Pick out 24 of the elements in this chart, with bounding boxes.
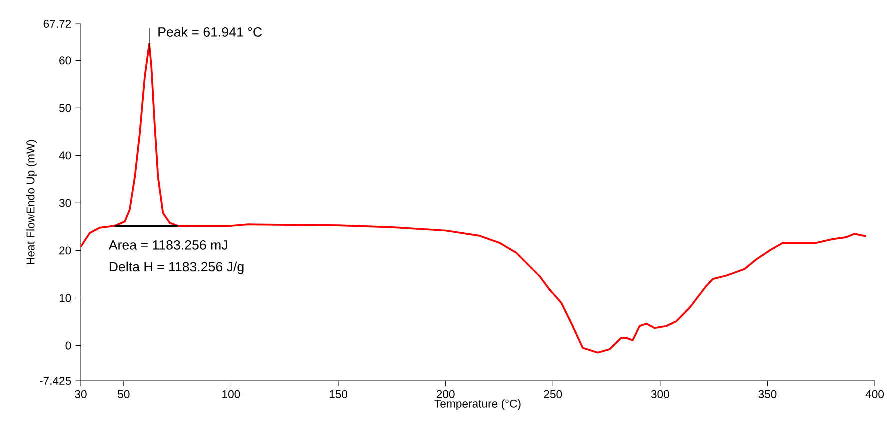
x-tick-label: 250 (544, 390, 562, 398)
x-tick-label: 100 (222, 390, 240, 398)
y-tick-label: 50 (59, 104, 72, 112)
x-tick-label: 400 (866, 390, 884, 398)
y-tick-label: -7.425 (40, 376, 72, 386)
x-tick-label: 300 (651, 390, 670, 398)
x-tick-label: 50 (118, 390, 130, 398)
y-tick-label: 10 (60, 294, 72, 302)
annotation: Area = 1183.256 mJ (108, 240, 228, 250)
x-tick-label: 150 (330, 390, 348, 398)
y-tick-label: 20 (60, 246, 72, 255)
annotation: Peak = 61.941 °C (158, 27, 262, 37)
line-series (80, 43, 868, 354)
y-tick-label: 0 (66, 342, 72, 350)
x-axis-title: Temperature (°C) (434, 400, 521, 410)
y-tick-label: 67.72 (44, 20, 72, 28)
x-tick-label: 350 (758, 390, 777, 398)
x-tick-label: 30 (75, 390, 87, 398)
y-tick-label: 30 (59, 199, 72, 208)
y-tick-label: 40 (59, 152, 72, 160)
y-tick-label: 60 (60, 56, 72, 65)
annotation: Delta H = 1183.256 J/g (110, 262, 244, 274)
y-axis-title: Heat FlowEndo Up (mW) (26, 140, 37, 265)
x-tick-label: 200 (436, 390, 455, 398)
